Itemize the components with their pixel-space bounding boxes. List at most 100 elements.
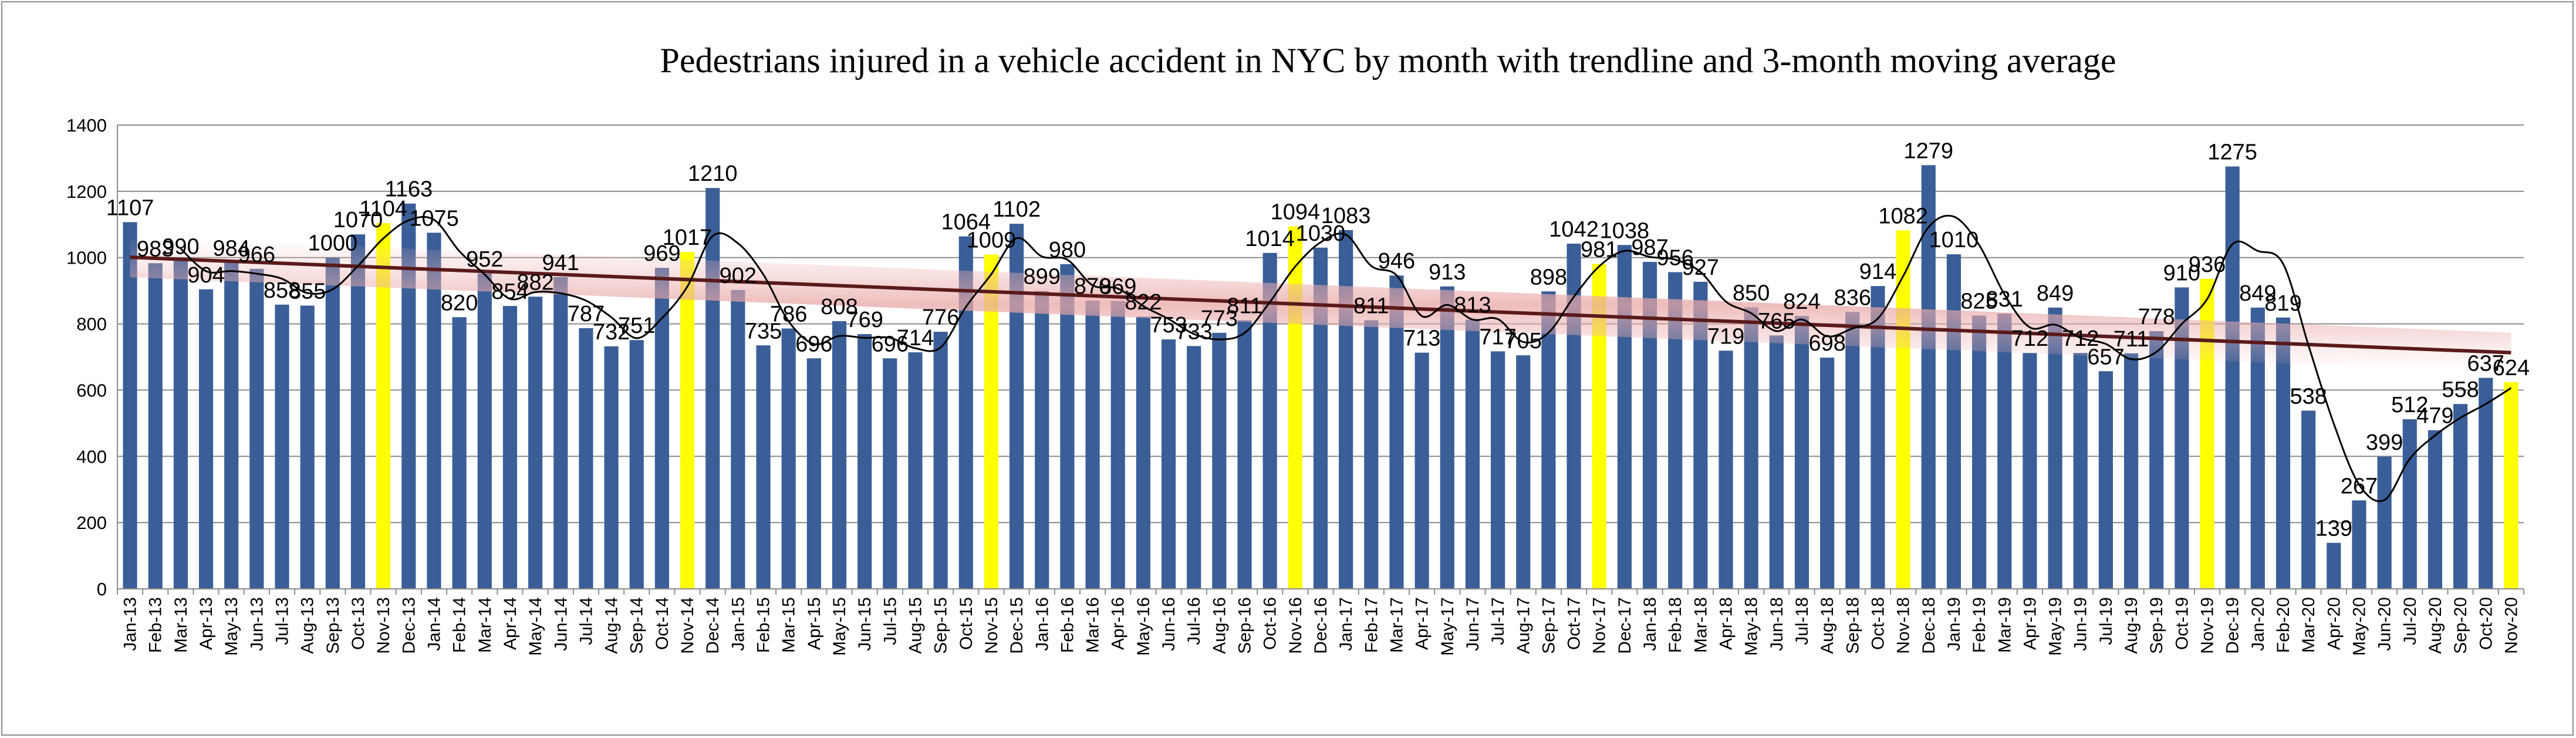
- bar: [1060, 264, 1075, 589]
- x-tick-label: Aug-18: [1818, 597, 1837, 654]
- moving-average-group: [180, 214, 2512, 503]
- x-tick-label: Feb-17: [1362, 597, 1381, 653]
- data-label: 1094: [1271, 200, 1321, 225]
- data-label: 990: [162, 234, 199, 259]
- x-tick-label: Feb-15: [754, 597, 774, 653]
- data-label: 1275: [2207, 140, 2257, 165]
- data-label: 1083: [1321, 204, 1371, 228]
- x-tick-label: Sep-13: [323, 597, 343, 654]
- x-tick-label: Jul-14: [576, 597, 596, 645]
- data-label: 558: [2442, 378, 2479, 402]
- data-label: 1104: [359, 197, 407, 221]
- data-label: 267: [2341, 474, 2378, 498]
- bar: [1820, 358, 1835, 589]
- x-tick-label: May-16: [1134, 597, 1153, 656]
- y-tick-label: 1200: [66, 181, 107, 202]
- bar: [1946, 254, 1961, 589]
- bar: [1414, 352, 1429, 589]
- data-label: 735: [745, 319, 782, 343]
- bar: [680, 252, 695, 589]
- bar: [1161, 339, 1176, 589]
- bar: [1288, 226, 1302, 589]
- bar: [654, 268, 669, 589]
- data-label: 936: [2189, 252, 2226, 277]
- data-label: 811: [1353, 294, 1389, 318]
- x-tick-label: Apr-16: [1109, 597, 1128, 650]
- y-tick-label: 1400: [66, 115, 107, 136]
- x-tick-label: Jul-16: [1184, 597, 1204, 645]
- data-label: 850: [1733, 281, 1770, 305]
- y-tick-label: 1000: [66, 248, 107, 268]
- x-tick-label: Nov-18: [1894, 597, 1913, 654]
- bar: [2073, 353, 2088, 589]
- x-tick-label: Nov-19: [2198, 597, 2217, 654]
- data-label: 1000: [308, 231, 358, 256]
- x-tick-label: Apr-17: [1413, 597, 1432, 650]
- x-tick-label: Jun-14: [551, 597, 570, 651]
- x-tick-label: Apr-18: [1717, 597, 1736, 650]
- bar: [1339, 230, 1353, 589]
- x-tick-label: Jun-20: [2375, 597, 2395, 651]
- data-label: 773: [1201, 306, 1238, 331]
- data-label: 819: [2264, 291, 2301, 316]
- bar: [1440, 286, 1454, 589]
- x-tick-label: Nov-14: [678, 597, 697, 654]
- bar: [806, 358, 821, 589]
- x-tick-label: Jan-19: [1944, 597, 1964, 651]
- data-label: 820: [441, 291, 478, 315]
- x-tick-label: Jul-18: [1792, 597, 1812, 645]
- x-tick-label: Apr-14: [501, 597, 520, 650]
- x-tick-label: Nov-15: [982, 597, 1001, 654]
- data-label: 987: [1631, 235, 1668, 260]
- data-label: 980: [1049, 238, 1086, 262]
- data-label: 870: [1074, 274, 1111, 299]
- x-tick-label: Mar-19: [1995, 597, 2014, 653]
- data-label: 822: [1125, 290, 1162, 315]
- data-label: 966: [238, 242, 275, 267]
- data-label: 512: [2391, 393, 2428, 417]
- bar: [2428, 430, 2443, 589]
- data-label: 824: [1783, 289, 1820, 314]
- bar: [781, 328, 796, 589]
- bar: [350, 234, 366, 589]
- x-tick-label: Mar-17: [1387, 597, 1406, 653]
- x-tick-label: Dec-15: [1007, 597, 1027, 654]
- data-label: 969: [643, 241, 680, 266]
- bar: [325, 257, 340, 589]
- y-tick-label: 600: [76, 380, 107, 400]
- bar: [1845, 312, 1860, 589]
- x-tick-label: Aug-13: [298, 597, 318, 654]
- bar: [1769, 335, 1784, 589]
- x-tick-label: Jul-20: [2401, 597, 2420, 645]
- data-label: 696: [872, 332, 909, 356]
- data-label: 946: [1378, 249, 1415, 274]
- data-label: 914: [1859, 260, 1896, 284]
- data-label: 787: [568, 302, 605, 326]
- bar: [2453, 404, 2468, 589]
- data-label: 1210: [688, 161, 738, 186]
- bar: [198, 289, 214, 589]
- x-tick-label: Oct-16: [1261, 597, 1280, 650]
- x-tick-label: Feb-14: [450, 597, 470, 653]
- bar: [249, 268, 264, 589]
- data-label: 733: [1176, 319, 1213, 344]
- bar: [1617, 245, 1632, 589]
- bar: [579, 328, 593, 589]
- bar: [832, 321, 847, 589]
- bar: [224, 262, 239, 589]
- x-tick-label: Nov-16: [1286, 597, 1305, 654]
- bar: [1364, 320, 1379, 589]
- x-tick-label: Jul-19: [2096, 597, 2116, 645]
- data-label: 776: [922, 305, 959, 330]
- bar: [604, 346, 619, 589]
- x-tick-label: Oct-18: [1868, 597, 1888, 650]
- data-label: 941: [542, 251, 579, 275]
- x-tick-label: Aug-19: [2122, 597, 2141, 654]
- bar: [2377, 456, 2392, 589]
- x-tick-label: Jan-18: [1640, 597, 1660, 651]
- x-tick-label: Feb-20: [2274, 597, 2293, 653]
- data-label: 1030: [1296, 221, 1346, 246]
- y-tick-label: 0: [97, 579, 107, 599]
